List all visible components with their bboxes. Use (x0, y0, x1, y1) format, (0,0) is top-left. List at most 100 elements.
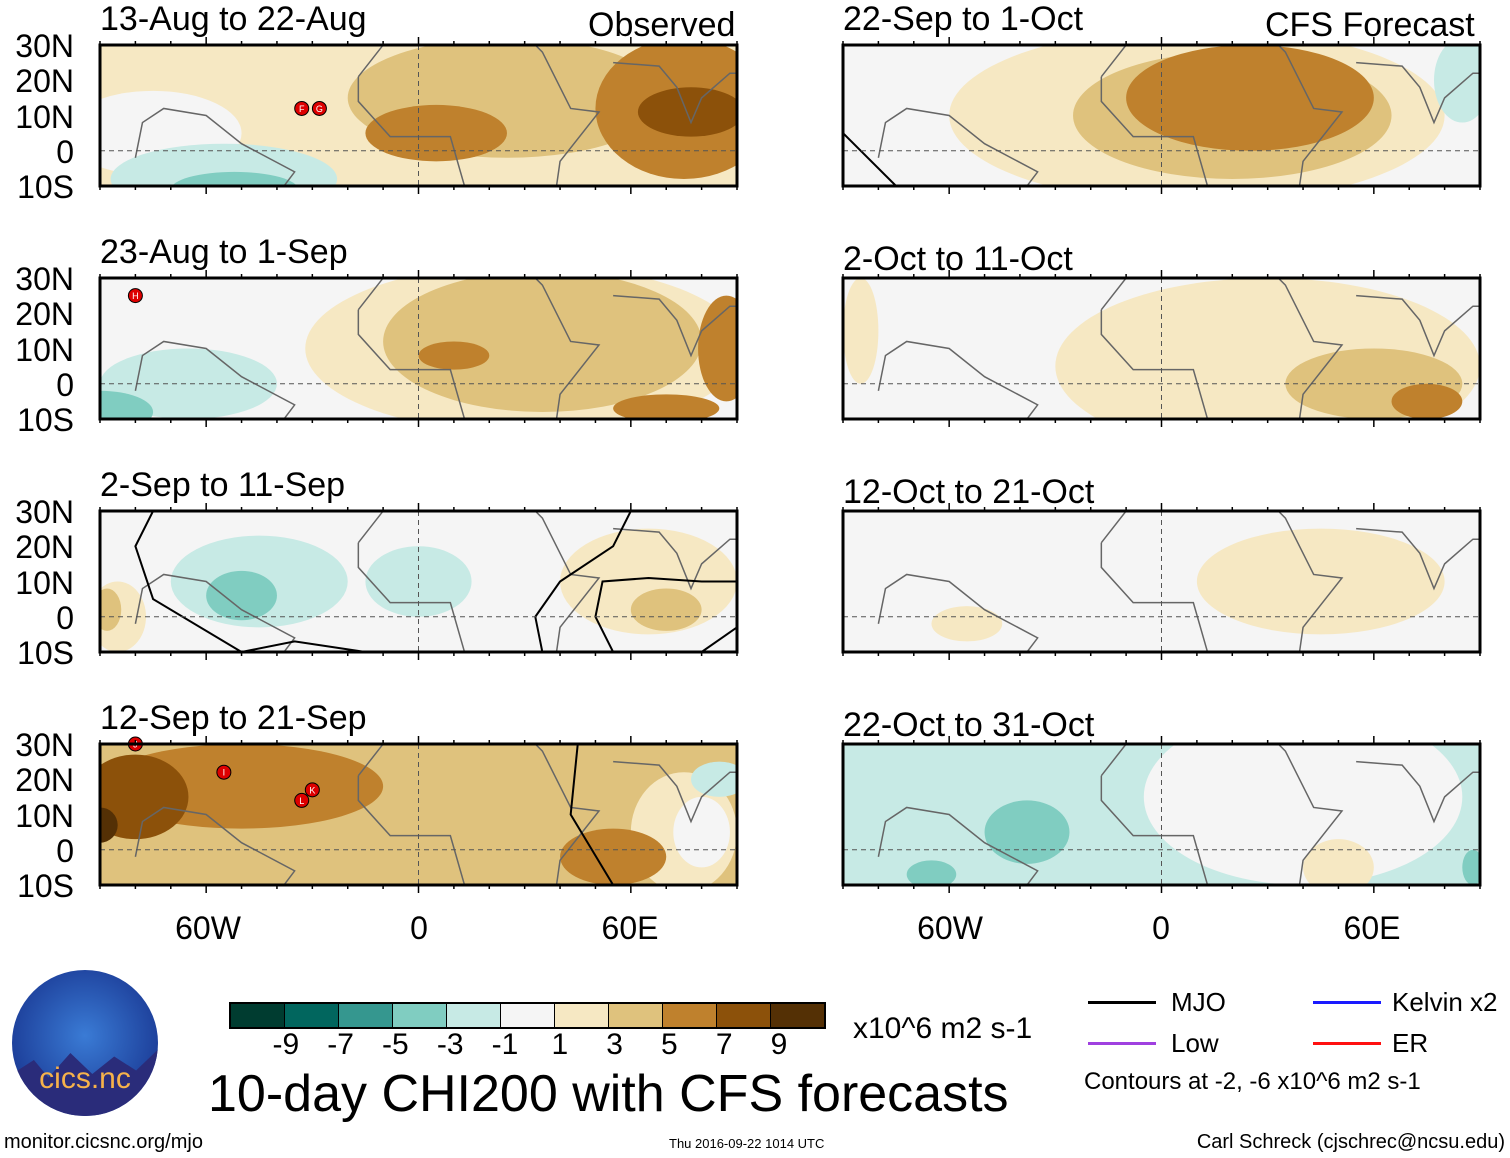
south-america-coastline (134, 573, 296, 652)
anomaly-region (560, 828, 667, 885)
forecast-header: CFS Forecast (1265, 6, 1475, 44)
y-tick-label: 0 (56, 832, 74, 869)
south-america-coastline (877, 340, 1039, 419)
anomaly-region (984, 800, 1070, 864)
africa-coastline (357, 45, 601, 186)
colorbar-label: -1 (491, 1028, 519, 1061)
tropical-storm-marker: H (127, 288, 143, 304)
anomaly-region (931, 606, 1003, 642)
india-coastline (1356, 527, 1480, 591)
mjo-line-swatch (1088, 1001, 1156, 1004)
india-coastline (613, 61, 737, 125)
panel-title: 23-Aug to 1-Sep (100, 233, 348, 271)
panel-title: 2-Oct to 11-Oct (843, 240, 1073, 278)
anomaly-region (1126, 45, 1374, 151)
y-tick-label: 10N (15, 331, 74, 368)
x-tick-label: 60E (1343, 910, 1401, 946)
anomaly-region (906, 860, 957, 885)
y-tick-label: 20N (15, 529, 74, 566)
colorbar-unit: x10^6 m2 s-1 (853, 1012, 1033, 1045)
storm-letter: G (316, 104, 323, 114)
map-panel (843, 278, 1480, 419)
kelvin-line-swatch (1313, 1001, 1381, 1004)
anomaly-region (637, 87, 737, 137)
map-panel (843, 45, 1480, 186)
colorbar-swatch (609, 1004, 663, 1027)
source-url: monitor.cicsnc.org/mjo (4, 1131, 203, 1153)
low-line-swatch (1088, 1042, 1156, 1045)
storm-letter: I (223, 768, 226, 778)
y-tick-label: 0 (56, 366, 74, 403)
er-line-swatch (1313, 1042, 1381, 1045)
y-tick-label: 10N (15, 564, 74, 601)
anomaly-region (172, 171, 297, 186)
map-panel (100, 511, 737, 652)
colorbar-swatch (231, 1004, 285, 1027)
colorbar-label: -3 (436, 1028, 464, 1061)
y-tick-label: 20N (15, 63, 74, 100)
anomaly-region (673, 796, 730, 868)
india-coastline (613, 527, 737, 591)
anomaly-region (206, 570, 277, 621)
colorbar-swatch (393, 1004, 447, 1027)
anomaly-region (110, 143, 338, 186)
contours-note: Contours at -2, -6 x10^6 m2 s-1 (1084, 1068, 1421, 1095)
anomaly-region (1462, 849, 1480, 885)
colorbar-label: 7 (715, 1028, 733, 1061)
anomaly-region (1196, 528, 1445, 635)
timestamp: Thu 2016-09-22 1014 UTC (669, 1136, 825, 1151)
anomaly-region (100, 807, 118, 843)
colorbar (229, 1002, 826, 1029)
storm-letter: F (299, 104, 305, 114)
south-america-coastline (134, 107, 296, 186)
india-coastline (1356, 760, 1480, 824)
india-coastline (613, 760, 737, 824)
mjo-contour (594, 576, 737, 652)
colorbar-swatch (339, 1004, 393, 1027)
panel-title: 12-Sep to 21-Sep (100, 699, 367, 737)
anomaly-region (100, 588, 122, 631)
anomaly-region (100, 754, 189, 840)
anomaly-region (418, 341, 490, 370)
colorbar-label: -9 (272, 1028, 300, 1061)
y-tick-label: 10S (17, 169, 74, 205)
anomaly-region (691, 761, 737, 797)
y-tick-label: 10N (15, 797, 74, 834)
storm-letter: L (299, 796, 304, 806)
x-tick-label: 0 (1152, 910, 1170, 946)
panel-title: 22-Sep to 1-Oct (843, 0, 1084, 38)
africa-coastline (357, 278, 601, 419)
colorbar-label: 1 (551, 1028, 569, 1061)
panel-title: 13-Aug to 22-Aug (100, 0, 367, 38)
colorbar-label: -5 (382, 1028, 409, 1061)
x-tick-label: 0 (410, 910, 428, 946)
anomaly-region (365, 546, 472, 617)
storm-icon (216, 764, 232, 780)
y-tick-label: 30N (15, 727, 74, 763)
storm-icon (127, 288, 143, 304)
tropical-storm-marker: I (216, 764, 232, 780)
anomaly-region (1143, 744, 1463, 885)
x-tick-label: 60W (175, 910, 241, 946)
tropical-storm-marker: L (294, 792, 310, 808)
x-tick-label: 60E (601, 910, 659, 946)
colorbar-swatch (663, 1004, 717, 1027)
africa-coastline (1100, 744, 1344, 885)
y-tick-label: 20N (15, 762, 74, 799)
colorbar-swatch (447, 1004, 501, 1027)
colorbar-swatch (285, 1004, 339, 1027)
author: Carl Schreck (cjschrec@ncsu.edu) (1196, 1131, 1505, 1153)
mjo-contour (843, 132, 897, 186)
y-tick-label: 30N (15, 494, 74, 530)
south-america-coastline (877, 573, 1039, 652)
tropical-storm-marker: K (304, 782, 320, 798)
anomaly-region (1434, 45, 1480, 123)
mjo-contour (569, 744, 614, 885)
cics-logo: cics.nc (12, 970, 158, 1116)
y-tick-label: 0 (56, 599, 74, 636)
tropical-storm-marker: F (294, 100, 310, 116)
y-tick-label: 10S (17, 635, 74, 671)
africa-coastline (1100, 511, 1344, 652)
y-tick-label: 10S (17, 868, 74, 904)
y-tick-label: 0 (56, 133, 74, 170)
